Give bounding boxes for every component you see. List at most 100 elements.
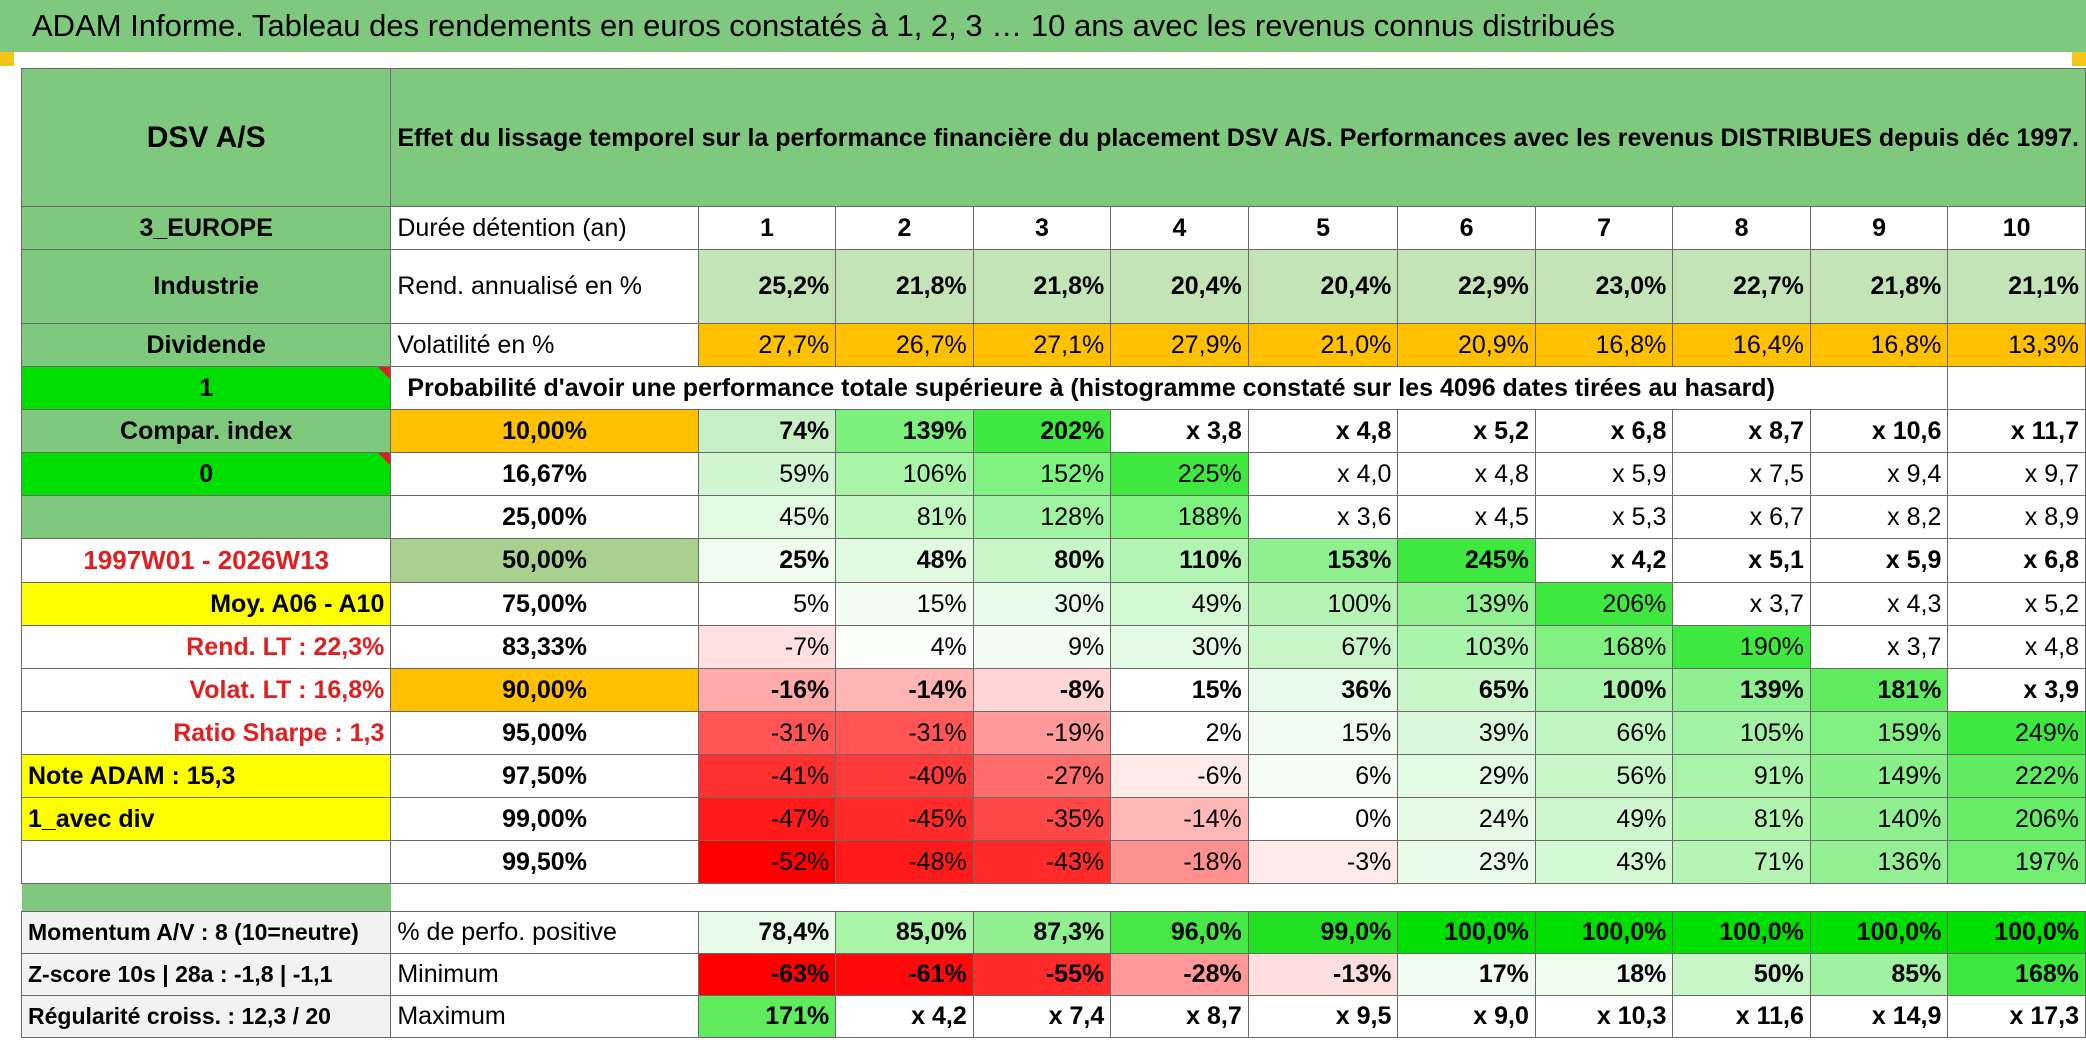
stat-value[interactable]: 85% <box>1809 953 1949 996</box>
volat-value[interactable]: 13,3% <box>1947 323 2086 367</box>
stat-value[interactable]: 100,0% <box>1809 911 1949 954</box>
probability-threshold[interactable]: 50,00% <box>390 538 699 583</box>
proba-value[interactable]: 56% <box>1534 754 1674 798</box>
proba-value[interactable]: 197% <box>1947 840 2086 884</box>
proba-value[interactable]: 153% <box>1247 538 1399 583</box>
proba-value[interactable]: 15% <box>835 582 974 626</box>
proba-value[interactable]: 188% <box>1110 495 1249 539</box>
proba-value[interactable]: x 3,6 <box>1247 495 1399 539</box>
zscore-label[interactable]: Z-score 10s | 28a : -1,8 | -1,1 <box>20 953 392 996</box>
avec-div-label[interactable]: 1_avec div <box>20 797 392 841</box>
proba-value[interactable]: 48% <box>835 538 974 583</box>
proba-value[interactable]: 49% <box>1534 797 1674 841</box>
duration-header[interactable]: 5 <box>1247 206 1399 250</box>
probability-threshold[interactable]: 95,00% <box>390 711 699 755</box>
proba-value[interactable]: -31% <box>835 711 974 755</box>
duration-label[interactable]: Durée détention (an) <box>390 206 699 250</box>
rend-value[interactable]: 21,8% <box>1809 249 1949 324</box>
proba-value[interactable]: 49% <box>1110 582 1249 626</box>
sector-label[interactable]: Industrie <box>20 249 392 324</box>
region-label[interactable]: 3_EUROPE <box>20 206 392 250</box>
duration-header[interactable]: 10 <box>1947 206 2086 250</box>
compar-label[interactable]: Compar. index <box>20 409 392 453</box>
one-label[interactable]: 1 <box>20 366 392 410</box>
proba-value[interactable]: x 4,8 <box>1247 409 1399 453</box>
proba-value[interactable]: 36% <box>1247 668 1399 712</box>
proba-value[interactable]: 59% <box>697 452 837 496</box>
proba-value[interactable]: x 6,8 <box>1947 538 2086 583</box>
stat-value[interactable]: 99,0% <box>1247 911 1399 954</box>
volat-value[interactable]: 20,9% <box>1397 323 1536 367</box>
proba-title[interactable]: Probabilité d'avoir une performance tota… <box>390 366 1949 410</box>
stat-value[interactable]: x 4,2 <box>835 995 974 1038</box>
proba-value[interactable]: 152% <box>972 452 1112 496</box>
duration-header[interactable]: 2 <box>835 206 974 250</box>
stat-label[interactable]: Minimum <box>390 953 699 996</box>
proba-value[interactable]: x 6,7 <box>1672 495 1811 539</box>
stat-value[interactable]: 85,0% <box>835 911 974 954</box>
stat-value[interactable]: -63% <box>697 953 837 996</box>
proba-value[interactable]: 4% <box>835 625 974 669</box>
stat-label[interactable]: % de perfo. positive <box>390 911 699 954</box>
proba-value[interactable]: 80% <box>972 538 1112 583</box>
asset-name[interactable]: DSV A/S <box>20 68 392 207</box>
probability-threshold[interactable]: 99,00% <box>390 797 699 841</box>
duration-header[interactable]: 4 <box>1110 206 1249 250</box>
stat-value[interactable]: 96,0% <box>1110 911 1249 954</box>
proba-value[interactable]: -16% <box>697 668 837 712</box>
rend-value[interactable]: 21,1% <box>1947 249 2086 324</box>
proba-value[interactable]: x 3,8 <box>1110 409 1249 453</box>
zero-label[interactable]: 0 <box>20 452 392 496</box>
proba-value[interactable]: 249% <box>1947 711 2086 755</box>
stat-value[interactable]: x 14,9 <box>1809 995 1949 1038</box>
proba-value[interactable]: 181% <box>1809 668 1949 712</box>
proba-value[interactable]: x 7,5 <box>1672 452 1811 496</box>
volat-value[interactable]: 27,7% <box>697 323 837 367</box>
volat-value[interactable]: 16,8% <box>1809 323 1949 367</box>
proba-value[interactable]: 9% <box>972 625 1112 669</box>
stat-value[interactable]: x 9,5 <box>1247 995 1399 1038</box>
rend-value[interactable]: 21,8% <box>972 249 1112 324</box>
proba-value[interactable]: 6% <box>1247 754 1399 798</box>
blank-cell[interactable] <box>20 495 392 539</box>
rend-value[interactable]: 25,2% <box>697 249 837 324</box>
stat-value[interactable]: -61% <box>835 953 974 996</box>
stat-value[interactable]: x 8,7 <box>1110 995 1249 1038</box>
proba-value[interactable]: 190% <box>1672 625 1811 669</box>
stat-value[interactable]: x 7,4 <box>972 995 1112 1038</box>
proba-value[interactable]: -19% <box>972 711 1112 755</box>
proba-value[interactable]: -7% <box>697 625 837 669</box>
blank-cell[interactable] <box>21 883 391 912</box>
proba-value[interactable]: 24% <box>1397 797 1536 841</box>
duration-header[interactable]: 3 <box>972 206 1112 250</box>
volat-value[interactable]: 21,0% <box>1247 323 1399 367</box>
proba-value[interactable]: 39% <box>1397 711 1536 755</box>
volat-value[interactable]: 16,4% <box>1672 323 1811 367</box>
stat-value[interactable]: 87,3% <box>972 911 1112 954</box>
proba-value[interactable]: 106% <box>835 452 974 496</box>
rend-value[interactable]: 22,7% <box>1672 249 1811 324</box>
proba-value[interactable]: x 4,8 <box>1947 625 2086 669</box>
proba-value[interactable]: -35% <box>972 797 1112 841</box>
note-label[interactable]: Note ADAM : 15,3 <box>20 754 392 798</box>
proba-value[interactable]: 2% <box>1110 711 1249 755</box>
momentum-label[interactable]: Momentum A/V : 8 (10=neutre) <box>20 911 392 954</box>
proba-value[interactable]: x 4,3 <box>1809 582 1949 626</box>
proba-value[interactable]: x 5,3 <box>1534 495 1674 539</box>
proba-value[interactable]: x 8,9 <box>1947 495 2086 539</box>
stat-value[interactable]: x 17,3 <box>1947 995 2086 1038</box>
proba-value[interactable]: 168% <box>1534 625 1674 669</box>
proba-value[interactable]: x 6,8 <box>1534 409 1674 453</box>
proba-value[interactable]: 136% <box>1809 840 1949 884</box>
probability-threshold[interactable]: 90,00% <box>390 668 699 712</box>
proba-value[interactable]: 23% <box>1397 840 1536 884</box>
stat-value[interactable]: 18% <box>1534 953 1674 996</box>
regularite-label[interactable]: Régularité croiss. : 12,3 / 20 <box>20 995 392 1038</box>
stat-label[interactable]: Maximum <box>390 995 699 1038</box>
probability-threshold[interactable]: 75,00% <box>390 582 699 626</box>
proba-value[interactable]: x 4,8 <box>1397 452 1536 496</box>
proba-value[interactable]: 100% <box>1534 668 1674 712</box>
proba-value[interactable]: 103% <box>1397 625 1536 669</box>
proba-value[interactable]: x 3,7 <box>1809 625 1949 669</box>
proba-value[interactable]: 25% <box>697 538 837 583</box>
